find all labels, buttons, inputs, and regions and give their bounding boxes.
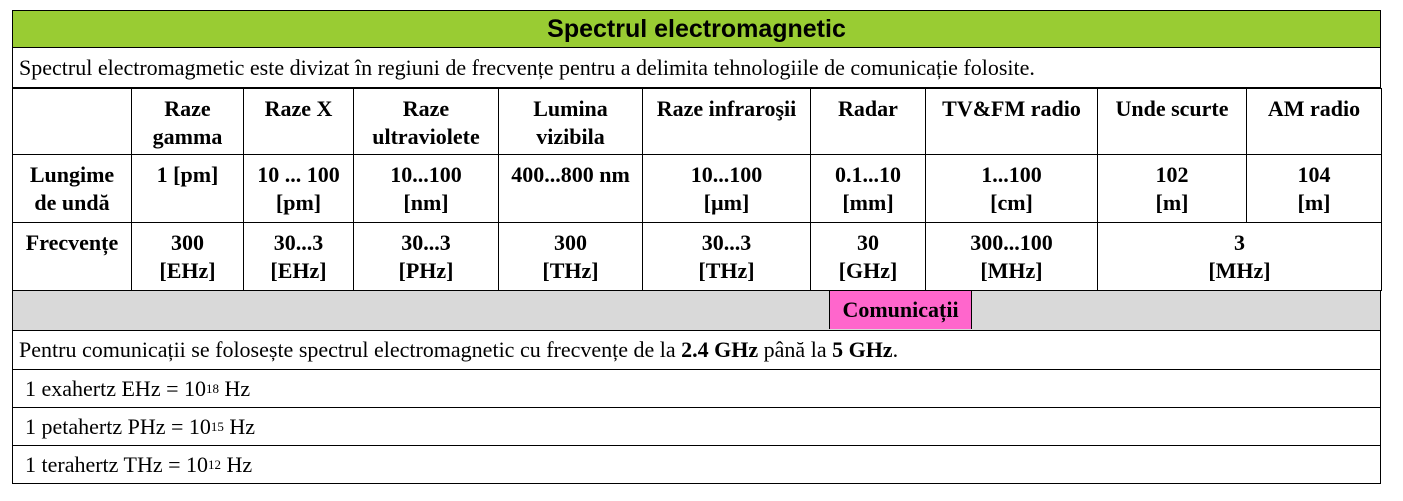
frequency-cell: 300...100 [MHz] — [925, 222, 1098, 291]
usage-prefix: Pentru comunicații se folosește spectrul… — [19, 337, 682, 362]
column-header-radar: Radar — [810, 88, 926, 155]
unit-suffix: Hz — [221, 451, 253, 477]
wavelength-cell: 104 [m] — [1246, 154, 1382, 223]
unit-suffix: Hz — [219, 375, 251, 401]
wavelength-cell: 10...100 [nm] — [353, 154, 499, 223]
usage-text: Pentru comunicații se folosește spectrul… — [12, 331, 1381, 370]
column-header-gamma: Raze gamma — [131, 88, 244, 155]
unit-exahertz: 1 exahertz EHz = 10 18 Hz — [12, 370, 1381, 408]
wavelength-row: Lungime de undă 1 [pm] 10 ... 100 [pm] 10.… — [12, 154, 1382, 223]
usage-from: 2.4 GHz — [681, 337, 759, 362]
unit-terahertz: 1 terahertz THz = 10 12 Hz — [12, 446, 1381, 484]
unit-text: 1 petahertz PHz = 10 — [25, 413, 211, 439]
usage-to: 5 GHz — [832, 337, 893, 362]
wavelength-cell: 10...100 [µm] — [642, 154, 811, 223]
column-header-xray: Raze X — [243, 88, 354, 155]
unit-suffix: Hz — [223, 413, 256, 439]
spectrum-table: Raze gamma Raze X Raze ultraviolete Lumina… — [12, 88, 1382, 291]
column-header-ultraviolet: Raze ultraviolete — [353, 88, 499, 155]
frequency-cell: 30 [GHz] — [810, 222, 926, 291]
frequency-cell: 30...3 [THz] — [642, 222, 811, 291]
unit-text: 1 terahertz THz = 10 — [25, 451, 209, 477]
wavelength-cell: 10 ... 100 [pm] — [243, 154, 354, 223]
description-text: Spectrul electromagmetic este divizat în… — [12, 48, 1381, 88]
communications-badge: Comunicații — [829, 291, 972, 329]
wavelength-cell: 400...800 nm — [498, 154, 643, 223]
wavelength-cell: 1 [pm] — [131, 154, 244, 223]
column-header-am-radio: AM radio — [1246, 88, 1382, 155]
wavelength-label: Lungime de undă — [12, 154, 132, 223]
page-title: Spectrul electromagnetic — [12, 10, 1381, 48]
frequency-cell: 300 [EHz] — [131, 222, 244, 291]
usage-middle: până la — [758, 337, 833, 362]
frequency-cell: 3 [MHz] — [1097, 222, 1382, 291]
frequency-label: Frecvențe — [12, 222, 132, 291]
frequency-cell: 30...3 [EHz] — [243, 222, 354, 291]
column-header-short-waves: Unde scurte — [1097, 88, 1247, 155]
wavelength-cell: 1...100 [cm] — [925, 154, 1098, 223]
usage-suffix: . — [892, 337, 899, 362]
column-header-infrared: Raze infraroşii — [642, 88, 811, 155]
communications-bar: Comunicații — [12, 291, 1381, 331]
frequency-cell: 30...3 [PHz] — [353, 222, 499, 291]
column-header-visible-light: Lumina vizibila — [498, 88, 643, 155]
spectrum-document: Spectrul electromagnetic Spectrul electr… — [12, 10, 1382, 484]
frequency-cell: 300 [THz] — [498, 222, 643, 291]
wavelength-cell: 0.1...10 [mm] — [810, 154, 926, 223]
header-row: Raze gamma Raze X Raze ultraviolete Lumina… — [12, 88, 1382, 155]
corner-cell — [12, 88, 132, 155]
unit-text: 1 exahertz EHz = 10 — [25, 375, 206, 401]
frequency-row: Frecvențe 300 [EHz] 30...3 [EHz] 30...3 [PH… — [12, 222, 1382, 291]
wavelength-cell: 102 [m] — [1097, 154, 1247, 223]
column-header-tv-fm-radio: TV&FM radio — [925, 88, 1098, 155]
unit-petahertz: 1 petahertz PHz = 10 15 Hz — [12, 408, 1381, 446]
